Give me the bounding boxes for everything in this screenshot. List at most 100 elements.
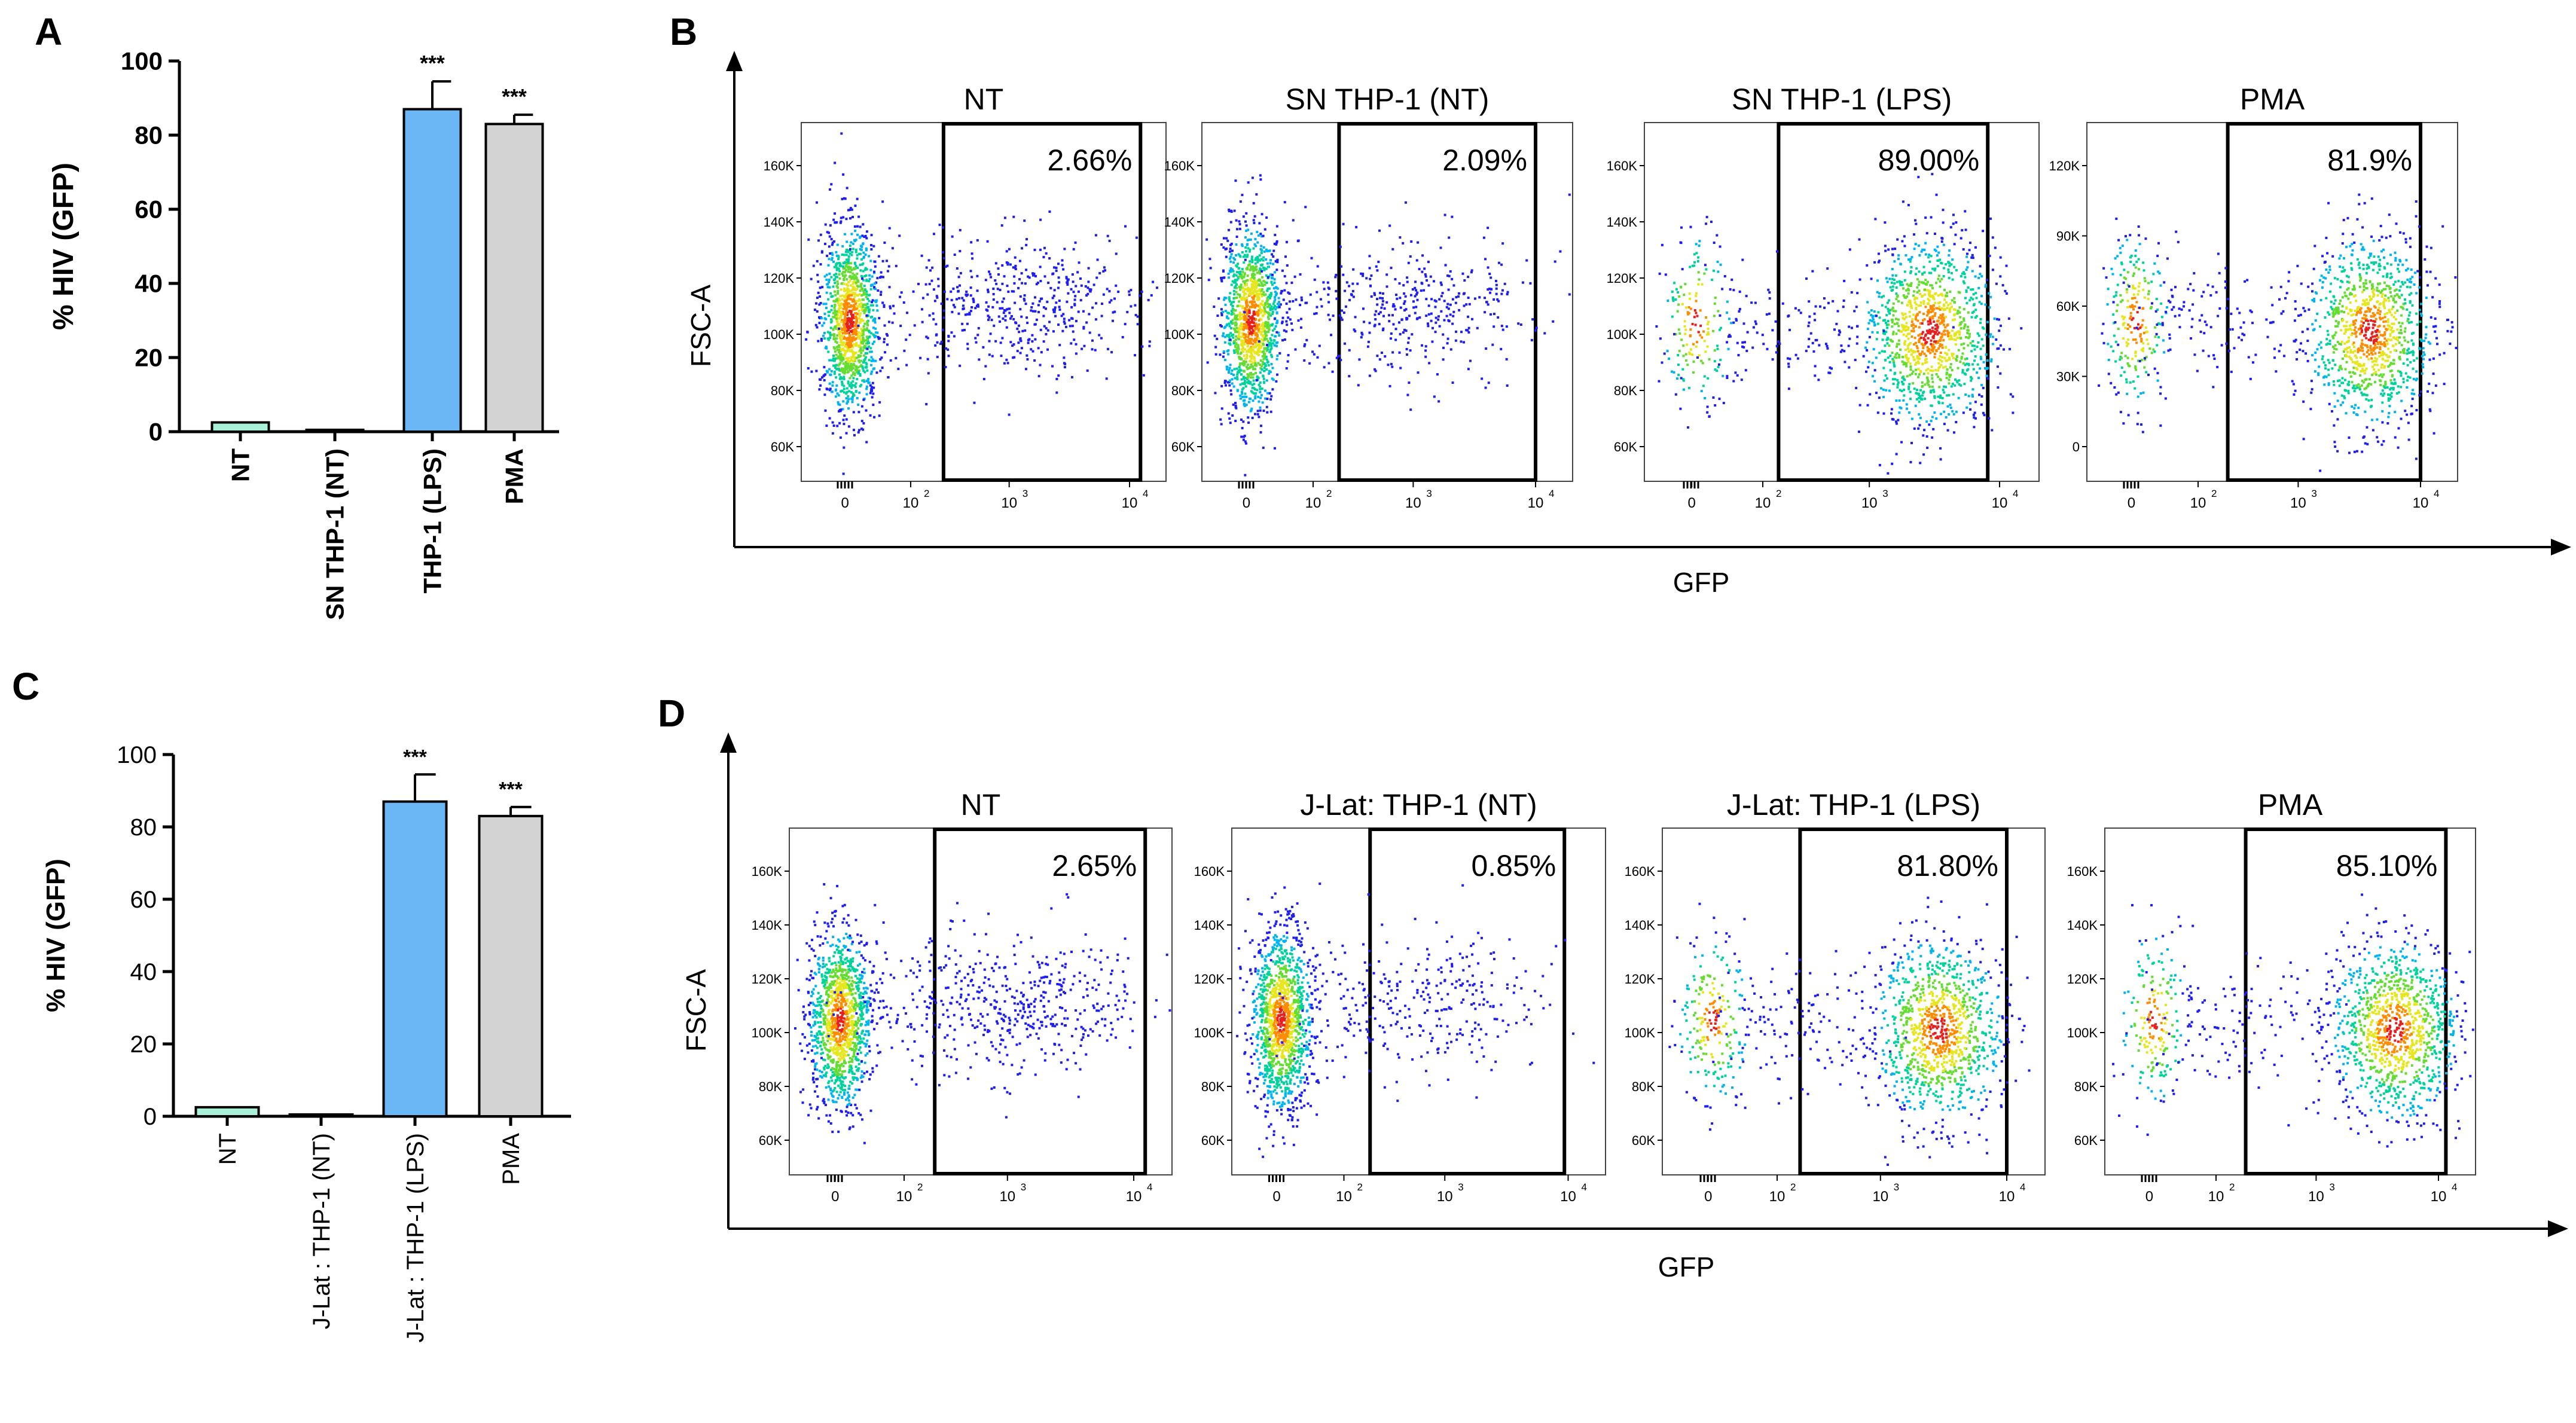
event-dot [869, 332, 872, 335]
event-dot [856, 335, 859, 338]
event-dot [1239, 304, 1242, 307]
event-dot [966, 293, 969, 296]
event-dot [932, 233, 935, 236]
event-dot [1296, 240, 1299, 243]
event-dot [1252, 321, 1255, 324]
event-dot [1268, 287, 1271, 290]
event-dot [1263, 268, 1266, 271]
event-dot [1972, 310, 1975, 313]
event-dot [936, 296, 939, 299]
event-dot [1232, 349, 1235, 352]
event-dot [997, 315, 1000, 318]
event-dot [1905, 403, 1908, 406]
event-dot [1276, 321, 1279, 324]
event-dot [838, 327, 841, 330]
event-dot [1916, 350, 1919, 353]
event-dot [1471, 317, 1474, 320]
event-dot [881, 259, 884, 262]
event-dot [847, 281, 850, 284]
event-dot [1020, 272, 1023, 275]
event-dot [1270, 395, 1273, 398]
event-dot [843, 375, 846, 378]
event-dot [1756, 331, 1759, 334]
event-dot [1896, 294, 1899, 297]
event-dot [1428, 362, 1431, 365]
event-dot [1913, 337, 1916, 340]
event-dot [1385, 301, 1388, 304]
event-dot [1352, 268, 1355, 271]
event-dot [839, 304, 842, 307]
event-dot [1241, 332, 1244, 335]
event-dot [961, 329, 964, 332]
event-dot [1716, 347, 1719, 350]
event-dot [1936, 254, 1939, 257]
event-dot [1939, 314, 1942, 317]
event-dot [842, 400, 845, 403]
event-dot [835, 254, 838, 257]
event-dot [1237, 352, 1240, 355]
event-dot [1247, 286, 1250, 289]
event-dot [828, 278, 831, 281]
event-dot [836, 348, 839, 351]
event-dot [1927, 320, 1930, 323]
event-dot [1977, 341, 1980, 344]
event-dot [821, 286, 824, 289]
event-dot [1235, 286, 1238, 289]
event-dot [1272, 378, 1275, 381]
event-dot [1268, 342, 1271, 345]
event-dot [1909, 271, 1912, 274]
event-dot [1259, 233, 1262, 236]
x-axis-label: GFP [1673, 567, 1730, 598]
event-dot [1096, 258, 1099, 261]
event-dot [1063, 248, 1066, 251]
event-dot [1923, 271, 1926, 274]
event-dot [859, 334, 862, 337]
event-dot [1948, 413, 1951, 416]
event-dot [1445, 314, 1448, 317]
event-dot [1895, 332, 1898, 335]
event-dot [847, 295, 850, 298]
event-dot [1273, 242, 1276, 245]
event-dot [1918, 395, 1921, 398]
event-dot [1939, 308, 1942, 311]
event-dot [1659, 337, 1662, 340]
event-dot [1104, 269, 1107, 272]
event-dot [866, 340, 869, 343]
event-dot [1910, 417, 1913, 420]
event-dot [851, 248, 854, 251]
event-dot [1416, 298, 1419, 301]
event-dot [1224, 384, 1227, 387]
event-dot [1072, 291, 1075, 294]
event-dot [1002, 312, 1005, 314]
event-dot [864, 253, 867, 256]
x-tick-label: 10 [903, 495, 919, 511]
event-dot [1229, 292, 1232, 295]
event-dot [1281, 320, 1284, 323]
event-dot [1055, 301, 1058, 304]
y-tick-label: 100K [1164, 327, 1195, 342]
event-dot [1904, 355, 1907, 358]
event-dot [844, 313, 847, 316]
event-dot [1996, 317, 1999, 320]
event-dot [1768, 312, 1771, 315]
event-dot [1968, 249, 1971, 252]
event-dot [996, 288, 999, 291]
event-dot [1891, 462, 1894, 465]
event-dot [1255, 378, 1258, 381]
event-dot [837, 283, 840, 286]
event-dot [1829, 366, 1832, 369]
event-dot [1698, 278, 1701, 281]
event-dot [1874, 218, 1877, 221]
event-dot [1313, 278, 1316, 281]
event-dot [1915, 297, 1918, 300]
event-dot [1205, 238, 1208, 241]
event-dot [829, 387, 832, 390]
event-dot [1876, 331, 1879, 334]
event-dot [1134, 354, 1137, 357]
event-dot [1716, 260, 1719, 263]
event-dot [1872, 314, 1875, 317]
event-dot [844, 315, 847, 318]
event-dot [1530, 338, 1533, 341]
event-dot [845, 392, 848, 395]
event-dot [850, 391, 853, 394]
